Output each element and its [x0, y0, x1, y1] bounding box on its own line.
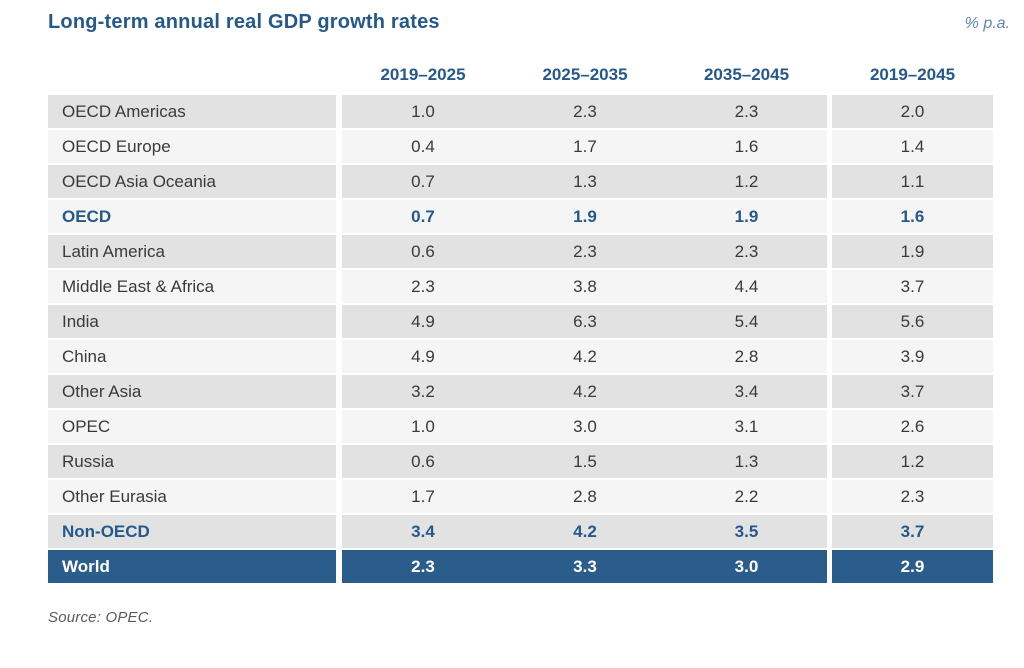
cell-value: 3.7: [832, 375, 993, 408]
cell-value: 4.2: [504, 375, 666, 408]
cell-value: 1.1: [832, 165, 993, 198]
column-header: 2035–2045: [703, 65, 790, 84]
cell-value: 2.2: [666, 480, 827, 513]
column-header: 2019–2045: [869, 65, 956, 84]
cell-value: 3.9: [832, 340, 993, 373]
cell-value: 3.5: [666, 515, 827, 548]
cell-value: 2.8: [504, 480, 666, 513]
cell-value: 1.0: [342, 95, 504, 128]
row-label: Latin America: [48, 235, 336, 268]
row-label: OECD Americas: [48, 95, 336, 128]
table-row: OECD 0.7 1.9 1.9 1.6: [48, 200, 993, 233]
row-label: Other Asia: [48, 375, 336, 408]
cell-value: 2.6: [832, 410, 993, 443]
cell-value: 2.3: [342, 550, 504, 583]
cell-value: 0.7: [342, 165, 504, 198]
row-label: World: [48, 550, 336, 583]
cell-value: 4.4: [666, 270, 827, 303]
cell-value: 1.9: [666, 200, 827, 233]
cell-value: 3.4: [342, 515, 504, 548]
cell-value: 0.6: [342, 445, 504, 478]
cell-value: 1.6: [666, 130, 827, 163]
row-label: Middle East & Africa: [48, 270, 336, 303]
row-label: Russia: [48, 445, 336, 478]
source-note: Source: OPEC.: [48, 609, 154, 626]
cell-value: 3.8: [504, 270, 666, 303]
cell-value: 1.2: [666, 165, 827, 198]
table-row: Middle East & Africa 2.3 3.8 4.4 3.7: [48, 270, 993, 303]
cell-value: 1.2: [832, 445, 993, 478]
table-row: OECD Americas 1.0 2.3 2.3 2.0: [48, 95, 993, 128]
cell-value: 5.4: [666, 305, 827, 338]
table-row: OPEC 1.0 3.0 3.1 2.6: [48, 410, 993, 443]
table-row: OECD Asia Oceania 0.7 1.3 1.2 1.1: [48, 165, 993, 198]
cell-value: 3.0: [666, 550, 827, 583]
page-title: Long-term annual real GDP growth rates: [48, 11, 440, 33]
cell-value: 6.3: [504, 305, 666, 338]
column-header: 2019–2025: [380, 65, 466, 84]
report-page: Long-term annual real GDP growth rates %…: [48, 0, 1010, 626]
row-label: OPEC: [48, 410, 336, 443]
cell-value: 2.9: [832, 550, 993, 583]
cell-value: 2.3: [504, 235, 666, 268]
cell-value: 4.9: [342, 305, 504, 338]
cell-value: 3.3: [504, 550, 666, 583]
cell-value: 5.6: [832, 305, 993, 338]
table-row: Other Asia 3.2 4.2 3.4 3.7: [48, 375, 993, 408]
table-row: China 4.9 4.2 2.8 3.9: [48, 340, 993, 373]
table-row: India 4.9 6.3 5.4 5.6: [48, 305, 993, 338]
cell-value: 0.4: [342, 130, 504, 163]
row-label: Non-OECD: [48, 515, 336, 548]
gdp-growth-table: 2019–2025 2025–2035 2035–2045 2019–2045 OEC…: [48, 57, 993, 583]
table-header-row: 2019–2025 2025–2035 2035–2045 2019–2045: [48, 57, 993, 93]
cell-value: 1.3: [504, 165, 666, 198]
cell-value: 4.9: [342, 340, 504, 373]
cell-value: 1.4: [832, 130, 993, 163]
row-label: China: [48, 340, 336, 373]
cell-value: 2.8: [666, 340, 827, 373]
row-label: OECD Asia Oceania: [48, 165, 336, 198]
cell-value: 1.6: [832, 200, 993, 233]
cell-value: 1.7: [504, 130, 666, 163]
row-label: Other Eurasia: [48, 480, 336, 513]
table-body: OECD Americas 1.0 2.3 2.3 2.0 OECD Europe 0.4 1…: [48, 95, 993, 583]
cell-value: 1.7: [342, 480, 504, 513]
cell-value: 3.0: [504, 410, 666, 443]
table-row: Other Eurasia 1.7 2.8 2.2 2.3: [48, 480, 993, 513]
cell-value: 1.5: [504, 445, 666, 478]
cell-value: 0.7: [342, 200, 504, 233]
cell-value: 2.3: [504, 95, 666, 128]
table-header-row-container: 2019–2025 2025–2035 2035–2045 2019–2045: [48, 57, 993, 93]
cell-value: 2.0: [832, 95, 993, 128]
cell-value: 4.2: [504, 340, 666, 373]
cell-value: 3.7: [832, 515, 993, 548]
table-row: Non-OECD 3.4 4.2 3.5 3.7: [48, 515, 993, 548]
cell-value: 2.3: [666, 235, 827, 268]
row-label: OECD: [48, 200, 336, 233]
cell-value: 2.3: [832, 480, 993, 513]
cell-value: 1.9: [832, 235, 993, 268]
cell-value: 2.3: [342, 270, 504, 303]
cell-value: 3.4: [666, 375, 827, 408]
cell-value: 3.2: [342, 375, 504, 408]
cell-value: 1.0: [342, 410, 504, 443]
cell-value: 3.1: [666, 410, 827, 443]
row-label: OECD Europe: [48, 130, 336, 163]
cell-value: 0.6: [342, 235, 504, 268]
table-row: Latin America 0.6 2.3 2.3 1.9: [48, 235, 993, 268]
corner-cell: [48, 57, 336, 93]
table-row: World 2.3 3.3 3.0 2.9: [48, 550, 993, 583]
cell-value: 1.9: [504, 200, 666, 233]
unit-label: % p.a.: [964, 15, 1010, 32]
row-label: India: [48, 305, 336, 338]
cell-value: 3.7: [832, 270, 993, 303]
cell-value: 1.3: [666, 445, 827, 478]
column-header: 2025–2035: [542, 65, 628, 84]
table-row: OECD Europe 0.4 1.7 1.6 1.4: [48, 130, 993, 163]
table-row: Russia 0.6 1.5 1.3 1.2: [48, 445, 993, 478]
cell-value: 2.3: [666, 95, 827, 128]
table-header-bar: Long-term annual real GDP growth rates %…: [48, 11, 1010, 34]
cell-value: 4.2: [504, 515, 666, 548]
